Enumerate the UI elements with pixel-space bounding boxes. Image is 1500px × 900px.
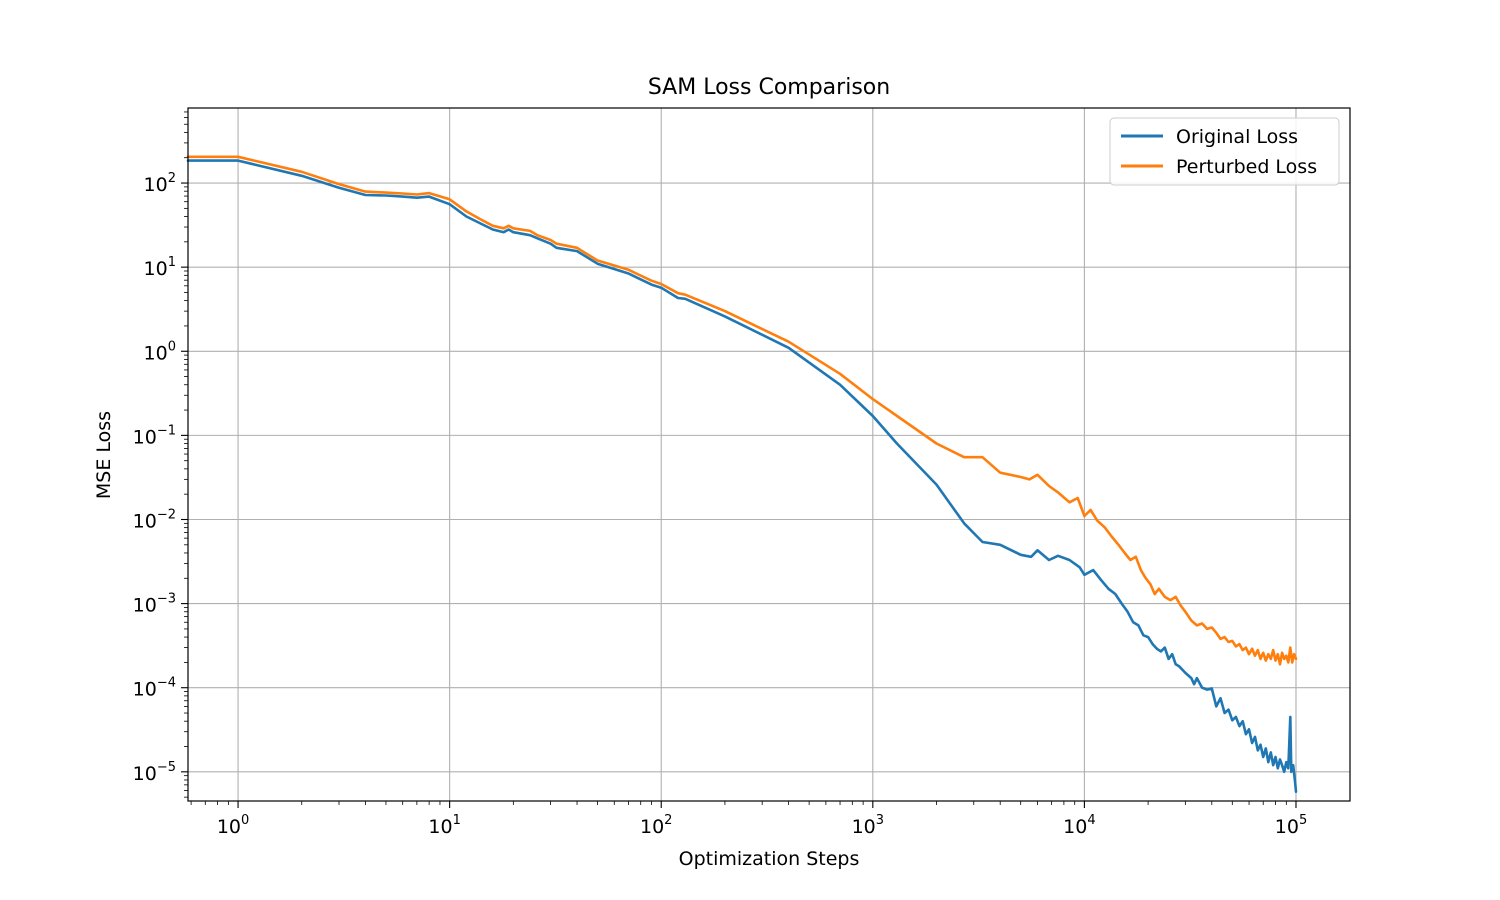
plot-frame xyxy=(187,107,1351,802)
series-line-perturbed-loss xyxy=(186,155,1298,666)
legend-label-original-loss: Original Loss xyxy=(1176,126,1298,148)
y-tick-label: 102 xyxy=(144,171,176,196)
x-tick-label: 100 xyxy=(217,813,249,838)
y-tick-label: 10−3 xyxy=(133,592,176,617)
x-axis-label: Optimization Steps xyxy=(679,848,860,870)
x-tick-label: 102 xyxy=(640,813,672,838)
y-axis-label: MSE Loss xyxy=(93,411,115,499)
x-tick-label: 105 xyxy=(1275,813,1307,838)
y-tick-label: 10−2 xyxy=(133,507,176,532)
series-line-original-loss xyxy=(186,159,1298,794)
y-tick-label: 100 xyxy=(144,339,176,364)
grid-lines xyxy=(188,108,1350,801)
x-tick-label: 101 xyxy=(428,813,460,838)
chart-title: SAM Loss Comparison xyxy=(648,75,890,100)
legend: Original Loss Perturbed Loss xyxy=(1109,117,1340,186)
x-tick-label: 103 xyxy=(852,813,884,838)
axis-ticks xyxy=(181,111,1297,808)
y-tick-label: 10−5 xyxy=(133,760,176,785)
y-tick-label: 10−4 xyxy=(133,676,176,701)
x-tick-label: 104 xyxy=(1063,813,1095,838)
series-lines xyxy=(186,155,1298,794)
y-tick-label: 101 xyxy=(144,255,176,280)
tick-labels: 100 101 102 103 104 105 102 101 100 10−1 10−2 10−3 1… xyxy=(133,171,1308,838)
legend-box xyxy=(1109,117,1340,186)
y-tick-label: 10−1 xyxy=(133,423,176,448)
legend-label-perturbed-loss: Perturbed Loss xyxy=(1176,156,1317,178)
